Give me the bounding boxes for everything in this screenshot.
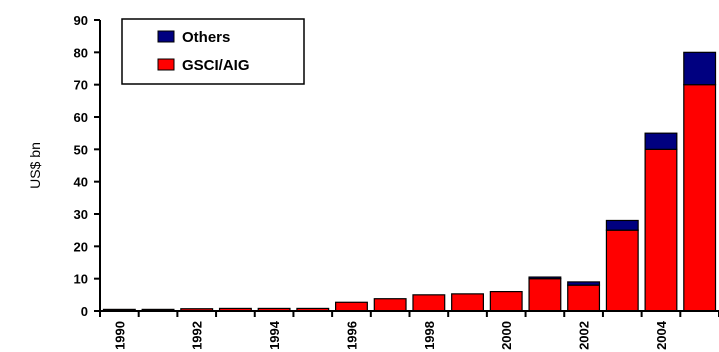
bar-2005-others bbox=[683, 51, 717, 86]
x-tick-label-1996: 1996 bbox=[344, 321, 359, 350]
bar-2005-gsci-aig bbox=[683, 84, 717, 312]
legend-label-others: Others bbox=[182, 29, 230, 46]
y-tick-label-20: 20 bbox=[74, 239, 88, 254]
y-tick-label-30: 30 bbox=[74, 207, 88, 222]
plot-area: US$ bn 0 10 20 30 40 50 60 70 80 90 1990 1992 1994 199… bbox=[27, 13, 719, 350]
bar-2002-gsci-aig bbox=[567, 284, 601, 312]
y-tick-label-90: 90 bbox=[74, 13, 88, 28]
x-tick-label-1994: 1994 bbox=[267, 320, 282, 350]
bar-1999-gsci-aig bbox=[451, 293, 484, 312]
bar-2001-gsci-aig bbox=[528, 278, 562, 312]
y-tick-label-10: 10 bbox=[74, 272, 88, 287]
x-tick-label-2000: 2000 bbox=[499, 321, 514, 350]
y-tick-label-80: 80 bbox=[74, 45, 88, 60]
bar-2002-others bbox=[567, 281, 601, 286]
legend-label-gsci-aig: GSCI/AIG bbox=[182, 57, 250, 74]
legend-swatch-others bbox=[157, 30, 175, 43]
x-tick-label-2004: 2004 bbox=[654, 320, 669, 350]
legend-swatch-gsci-aig bbox=[157, 58, 175, 71]
bar-2000-gsci-aig bbox=[489, 291, 523, 312]
bar-2001-others bbox=[528, 276, 562, 280]
bar-2004-gsci-aig bbox=[644, 148, 678, 312]
x-tick-label-1998: 1998 bbox=[422, 321, 437, 350]
bar-2003-gsci-aig bbox=[605, 229, 639, 312]
bar-1998-gsci-aig bbox=[412, 294, 446, 312]
bar-2004-others bbox=[644, 132, 678, 150]
y-tick-label-70: 70 bbox=[74, 78, 88, 93]
bar-2003-others bbox=[605, 219, 639, 231]
y-tick-label-50: 50 bbox=[74, 142, 88, 157]
legend-box bbox=[121, 18, 305, 85]
x-tick-label-1990: 1990 bbox=[112, 321, 127, 350]
y-tick-label-40: 40 bbox=[74, 175, 88, 190]
y-axis-title: US$ bn bbox=[27, 142, 43, 189]
y-tick-label-0: 0 bbox=[81, 304, 88, 319]
x-tick-label-1992: 1992 bbox=[190, 321, 205, 350]
y-tick-label-60: 60 bbox=[74, 110, 88, 125]
bar-1997-gsci-aig bbox=[373, 298, 407, 312]
x-tick-label-2002: 2002 bbox=[577, 321, 592, 350]
bar-1996-gsci-aig bbox=[335, 301, 368, 312]
legend: Others GSCI/AIG bbox=[121, 18, 305, 85]
